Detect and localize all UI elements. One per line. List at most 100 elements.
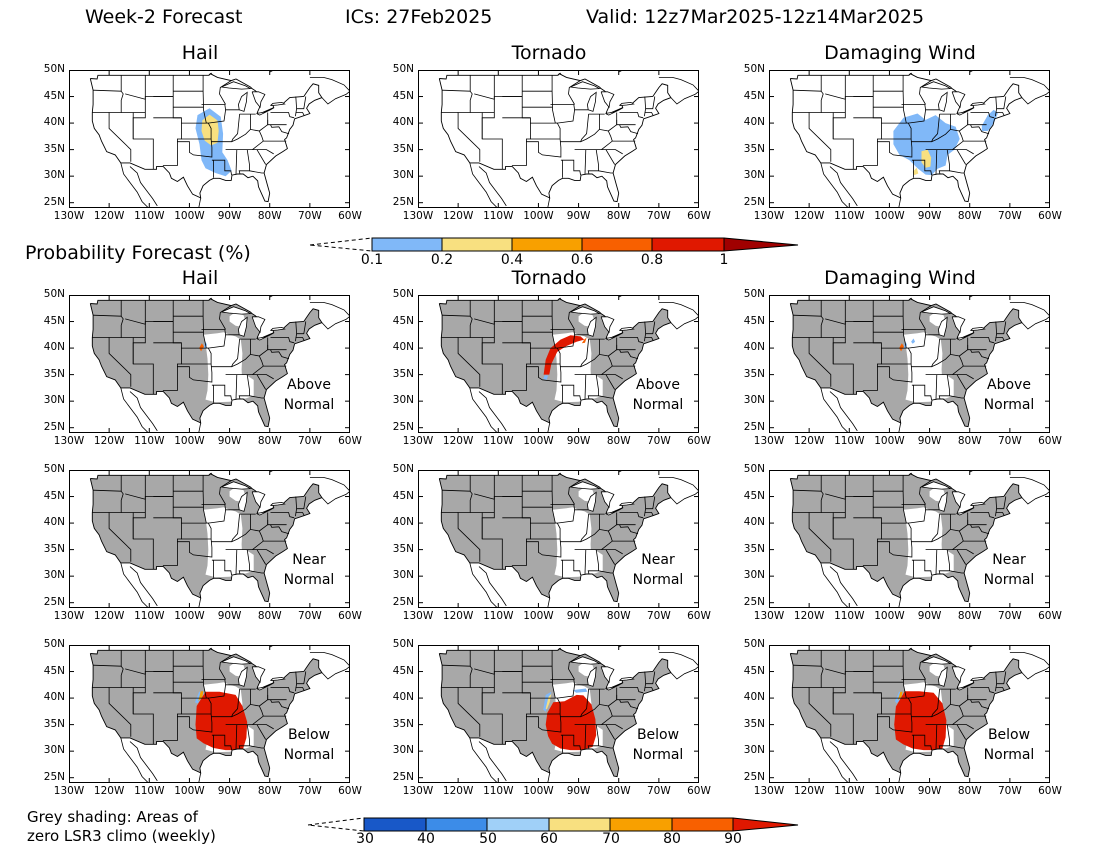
map-panel-tornado-above — [418, 295, 699, 433]
lat-tick-label: 45N — [392, 314, 414, 327]
lon-tick-label: 90W — [917, 435, 942, 447]
lon-tick-label: 60W — [687, 610, 711, 622]
grey-shading-note-line1: Grey shading: Areas of — [27, 808, 198, 826]
lat-tick-label: 25N — [743, 420, 765, 433]
lat-tick-label: 25N — [392, 770, 414, 783]
lat-tick-label: 25N — [743, 770, 765, 783]
valid-period-label: Valid: 12z7Mar2025-12z14Mar2025 — [586, 6, 925, 28]
forecast-shading — [199, 343, 204, 352]
prob-bin-0.2-0.4 — [441, 237, 513, 252]
lon-tick-label: 120W — [793, 435, 825, 447]
forecast-shading — [893, 113, 960, 176]
prob-bin-0.8-1 — [651, 237, 725, 252]
forecast-shading — [543, 335, 585, 375]
lon-tick-label: 110W — [483, 610, 514, 622]
lat-tick-label: 35N — [392, 542, 414, 555]
map-panel-wind-near — [769, 470, 1050, 608]
lon-tick-label: 100W — [523, 210, 554, 222]
lon-tick-label: 90W — [217, 435, 242, 447]
lat-tick-label: 35N — [43, 142, 65, 155]
lon-tick-label: 100W — [174, 210, 205, 222]
prob-cb-label: 1 — [719, 252, 729, 268]
lon-tick-label: 130W — [753, 610, 785, 622]
lon-tick-label: 110W — [483, 785, 514, 797]
lat-tick-label: 45N — [743, 489, 765, 502]
lon-tick-label: 120W — [442, 210, 474, 222]
lon-tick-label: 120W — [93, 785, 125, 797]
lat-tick-label: 50N — [743, 463, 765, 475]
lat-tick-label: 45N — [392, 489, 414, 502]
lat-tick-label: 50N — [392, 463, 414, 475]
lat-tick-label: 35N — [743, 542, 765, 555]
lat-tick-label: 35N — [392, 142, 414, 155]
lon-tick-label: 80W — [257, 210, 282, 222]
forecast-shading — [545, 694, 597, 751]
lat-tick-label: 30N — [743, 394, 765, 407]
anomaly-category-label: Above — [987, 377, 1031, 393]
lat-tick-label: 35N — [43, 542, 65, 555]
forecast-shading — [894, 691, 947, 751]
lon-tick-label: 120W — [93, 610, 125, 622]
lon-tick-label: 120W — [93, 210, 125, 222]
lon-tick-label: 70W — [646, 435, 671, 447]
anomaly-category-label: Normal — [632, 747, 684, 763]
lat-tick-label: 40N — [743, 116, 765, 129]
lon-tick-label: 70W — [297, 785, 322, 797]
lon-tick-label: 80W — [957, 435, 982, 447]
map-panel-tornado-below — [418, 645, 699, 783]
anom-bin-60-70 — [548, 817, 611, 832]
map-panel-wind-above — [769, 295, 1050, 433]
lon-tick-label: 120W — [793, 785, 825, 797]
forecast-shading — [198, 691, 204, 702]
lat-tick-label: 25N — [43, 195, 65, 208]
lon-tick-label: 90W — [217, 785, 242, 797]
lon-tick-label: 70W — [997, 610, 1022, 622]
lon-tick-label: 90W — [566, 610, 591, 622]
lon-tick-label: 100W — [523, 785, 554, 797]
anom-bin-70-80 — [609, 817, 673, 832]
prob-cb-label: 0.8 — [640, 252, 664, 268]
anom-bin-50-60 — [486, 817, 550, 832]
lon-tick-label: 90W — [566, 785, 591, 797]
lon-tick-label: 80W — [257, 785, 282, 797]
lon-tick-label: 120W — [793, 210, 825, 222]
lon-tick-label: 130W — [53, 610, 85, 622]
lon-tick-label: 100W — [174, 610, 205, 622]
lon-tick-label: 130W — [402, 610, 434, 622]
map-panel-wind-prob — [769, 70, 1050, 208]
initial-conditions-label: ICs: 27Feb2025 — [345, 6, 493, 28]
lat-tick-label: 50N — [392, 288, 414, 300]
prob-cb-label: 0.2 — [430, 252, 454, 268]
lon-tick-label: 60W — [687, 210, 711, 222]
lat-tick-label: 25N — [392, 420, 414, 433]
lon-tick-label: 70W — [297, 210, 322, 222]
lat-tick-label: 35N — [743, 717, 765, 730]
lon-tick-label: 100W — [174, 785, 205, 797]
anomaly-category-label: Above — [636, 377, 680, 393]
lat-tick-label: 50N — [43, 63, 65, 75]
anomaly-category-label: Below — [987, 727, 1031, 743]
grey-shading-note-line2: zero LSR3 climo (weekly) — [27, 827, 216, 845]
lat-tick-label: 45N — [743, 89, 765, 102]
lon-tick-label: 120W — [793, 610, 825, 622]
forecast-shading — [921, 149, 932, 168]
lat-tick-label: 25N — [743, 195, 765, 208]
lon-tick-label: 90W — [917, 610, 942, 622]
panel-title-hail: Hail — [181, 267, 219, 289]
lon-tick-label: 110W — [134, 435, 165, 447]
probability-forecast-label: Probability Forecast (%) — [25, 242, 251, 264]
anom-bin-30-40 — [363, 817, 427, 832]
lat-tick-label: 45N — [43, 664, 65, 677]
lon-tick-label: 80W — [957, 785, 982, 797]
lon-tick-label: 70W — [646, 210, 671, 222]
lat-tick-label: 45N — [43, 314, 65, 327]
map-panel-hail-prob — [69, 70, 350, 208]
lat-tick-label: 30N — [392, 394, 414, 407]
lon-tick-label: 60W — [1038, 210, 1062, 222]
panel-title-tornado: Tornado — [511, 267, 587, 289]
probability-colorbar — [309, 237, 799, 252]
lon-tick-label: 110W — [834, 610, 865, 622]
anomaly-category-label: Below — [287, 727, 331, 743]
anomaly-category-label: Above — [287, 377, 331, 393]
map-panel-hail-above — [69, 295, 350, 433]
